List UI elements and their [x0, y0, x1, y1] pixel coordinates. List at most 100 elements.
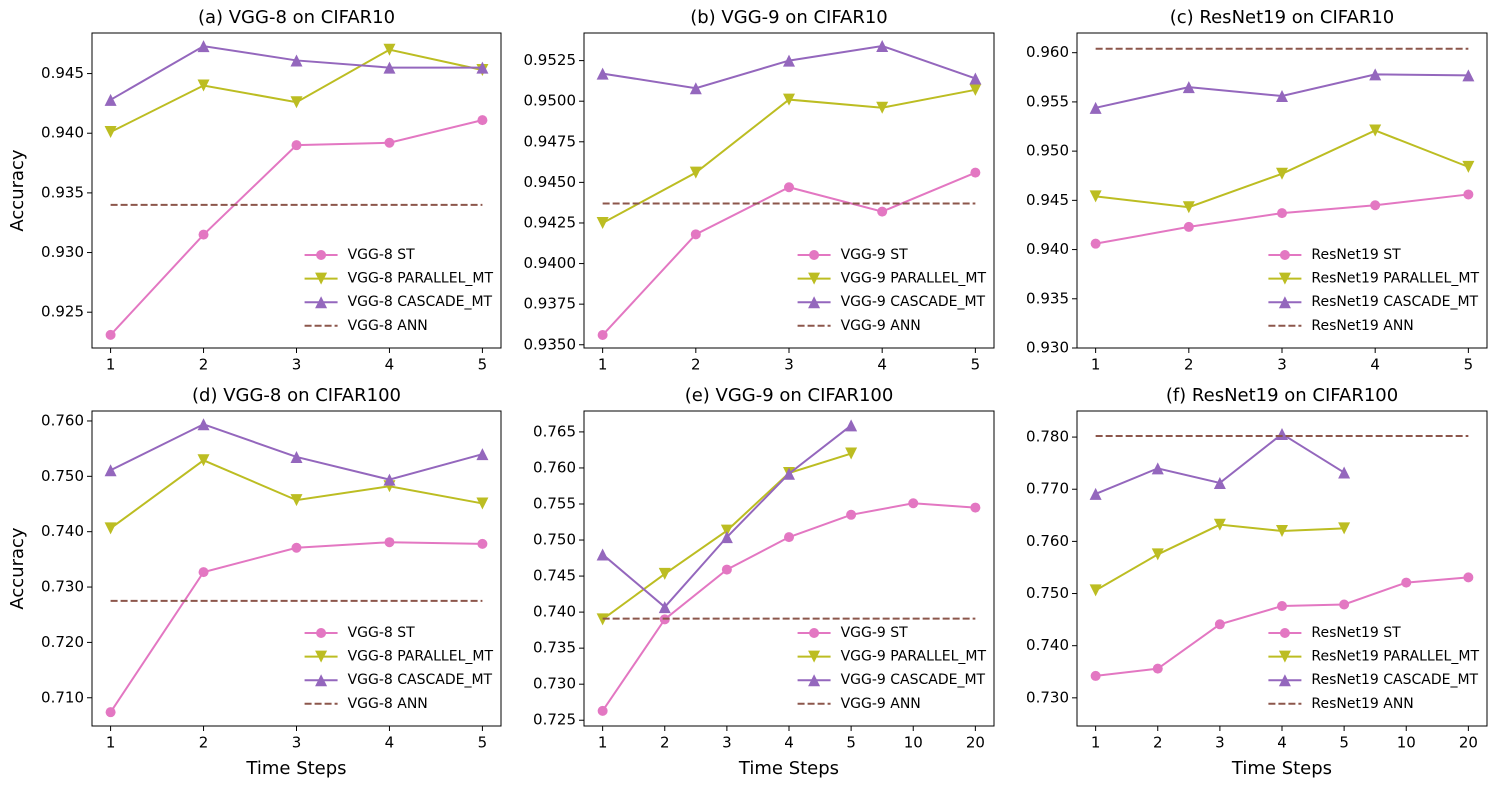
y-tick-label: 0.770 — [1026, 480, 1069, 498]
data-point — [197, 418, 210, 431]
y-tick-label: 0.750 — [41, 467, 84, 485]
legend-label: VGG-9 CASCADE_MT — [841, 294, 986, 310]
x-tick-label: 2 — [1184, 356, 1194, 374]
y-tick-label: 0.935 — [1026, 289, 1069, 307]
legend-label: VGG-8 ST — [348, 625, 416, 641]
data-point — [658, 601, 671, 614]
x-tick-label: 4 — [784, 734, 794, 752]
y-tick-label: 0.760 — [41, 411, 84, 429]
y-tick-label: 0.730 — [41, 578, 84, 596]
x-tick-label: 20 — [966, 734, 985, 752]
x-tick-label: 2 — [1153, 734, 1163, 752]
subplot: (a) VGG-8 on CIFAR10 Accuracy 0.925 0.930 0.… — [7, 7, 502, 374]
data-point — [876, 39, 889, 52]
data-point — [1089, 487, 1102, 500]
legend-label: ResNet19 CASCADE_MT — [1311, 672, 1478, 688]
legend-label: VGG-8 ST — [348, 247, 416, 263]
data-point — [105, 329, 116, 340]
x-tick-label: 1 — [598, 356, 608, 374]
data-point — [1213, 476, 1226, 489]
legend-label: VGG-9 PARALLEL_MT — [841, 649, 987, 665]
subplot: (c) ResNet19 on CIFAR10 0.930 0.935 0.940 0.… — [1026, 7, 1488, 374]
data-point — [1277, 601, 1287, 612]
y-tick-label: 0.755 — [533, 494, 576, 512]
data-point — [1339, 599, 1350, 610]
legend: ResNet19 ST ResNet19 PARALLEL_MT ResNet19 … — [1268, 625, 1479, 712]
data-point — [1151, 462, 1164, 475]
y-tick-label: 0.9500 — [524, 92, 577, 110]
legend-label: VGG-8 PARALLEL_MT — [348, 271, 494, 287]
y-tick-label: 0.9400 — [524, 254, 577, 272]
x-tick-label: 3 — [784, 356, 794, 374]
x-tick-label: 1 — [598, 734, 608, 752]
data-point — [783, 93, 795, 106]
y-tick-label: 0.760 — [533, 458, 576, 476]
data-point — [105, 707, 116, 718]
x-tick-label: 5 — [1339, 734, 1349, 752]
y-tick-label: 0.750 — [1026, 584, 1069, 602]
data-point — [689, 166, 702, 179]
y-tick-label: 0.945 — [1026, 191, 1069, 209]
data-point — [197, 454, 210, 467]
data-point — [476, 61, 489, 74]
data-point — [1276, 167, 1288, 180]
data-point — [721, 564, 732, 575]
subplot: (b) VGG-9 on CIFAR10 0.9350 0.9375 0.9400 0.… — [524, 7, 995, 374]
x-tick-label: 4 — [385, 356, 395, 374]
legend-marker — [1278, 674, 1291, 687]
y-tick-label: 0.765 — [533, 422, 576, 440]
data-point — [477, 115, 488, 126]
y-tick-label: 0.930 — [41, 243, 84, 261]
x-tick-label: 2 — [199, 734, 209, 752]
x-tick-label: 1 — [1091, 356, 1101, 374]
data-point — [597, 705, 608, 716]
data-point — [596, 613, 609, 626]
x-tick-label: 1 — [106, 734, 116, 752]
data-point — [970, 502, 981, 513]
y-tick-label: 0.930 — [1026, 339, 1069, 357]
data-point — [1276, 427, 1288, 440]
legend-marker — [1279, 628, 1290, 638]
legend-marker — [808, 650, 821, 663]
series-line — [1095, 523, 1345, 592]
series-line — [601, 171, 976, 336]
legend-label: VGG-8 CASCADE_MT — [348, 672, 493, 688]
data-point — [1338, 466, 1351, 479]
data-point — [690, 229, 701, 240]
data-point — [1152, 663, 1163, 674]
legend-label: VGG-9 ANN — [841, 696, 921, 712]
data-point — [784, 532, 794, 543]
data-point — [291, 542, 302, 553]
y-tick-label: 0.9425 — [524, 213, 577, 231]
legend-label: VGG-9 ST — [841, 625, 909, 641]
y-tick-label: 0.950 — [1026, 142, 1069, 160]
data-point — [720, 524, 733, 537]
legend-label: VGG-9 ANN — [841, 318, 921, 334]
data-point — [290, 54, 303, 67]
x-tick-label: 4 — [877, 356, 887, 374]
x-tick-label: 3 — [722, 734, 732, 752]
series-line — [602, 44, 976, 90]
legend: VGG-9 ST VGG-9 PARALLEL_MT VGG-9 CASCADE_M… — [797, 625, 987, 712]
data-point — [1089, 190, 1102, 203]
x-tick-label: 4 — [385, 734, 395, 752]
x-tick-label: 3 — [1215, 734, 1225, 752]
legend-label: ResNet19 PARALLEL_MT — [1311, 271, 1479, 287]
data-point — [596, 548, 609, 561]
y-tick-label: 0.9350 — [524, 335, 577, 353]
data-point — [1182, 201, 1195, 214]
data-point — [658, 567, 671, 580]
legend-marker — [808, 674, 821, 687]
x-tick-label: 2 — [199, 356, 209, 374]
y-tick-label: 0.945 — [41, 64, 84, 82]
data-point — [969, 83, 982, 96]
legend-label: ResNet19 ST — [1311, 247, 1401, 263]
legend-label: ResNet19 ST — [1311, 625, 1401, 641]
legend-marker — [315, 674, 328, 687]
y-tick-label: 0.955 — [1026, 92, 1069, 110]
data-point — [1462, 160, 1475, 173]
y-tick-label: 0.750 — [533, 531, 576, 549]
chart-title: (f) ResNet19 on CIFAR100 — [1166, 385, 1398, 406]
chart-title: (a) VGG-8 on CIFAR10 — [198, 7, 395, 28]
x-tick-label: 2 — [691, 356, 701, 374]
